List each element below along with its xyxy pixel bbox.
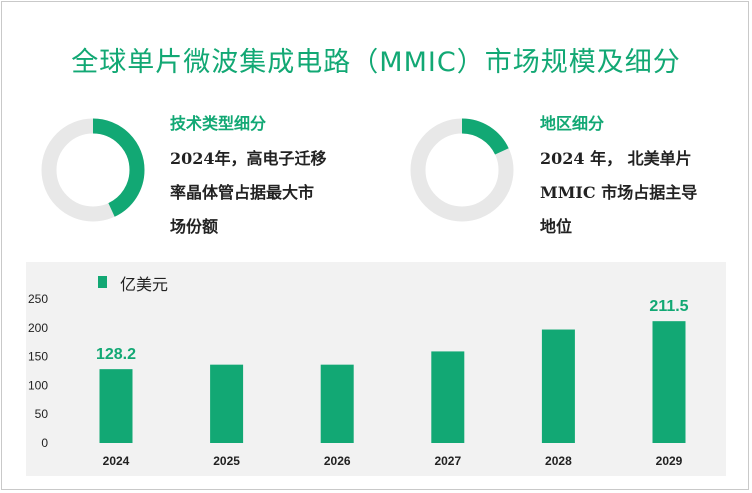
tech-type-text: 2024年，高电子迁移 率晶体管占据最大市 场份额 <box>170 142 327 244</box>
bar-2024 <box>99 369 133 443</box>
legend-label: 亿美元 <box>120 276 168 294</box>
tech-type-line-3: 场份额 <box>170 217 219 236</box>
page-title: 全球单片微波集成电路（MMIC）市场规模及细分 <box>71 47 681 78</box>
legend-swatch <box>98 276 107 288</box>
bar-2029 <box>652 321 686 443</box>
tech-type-heading: 技术类型细分 <box>170 114 267 133</box>
x-tick-label: 2027 <box>434 454 461 468</box>
region-line-2: MMIC 市场占据主导 <box>540 183 698 202</box>
bar-2028 <box>541 329 575 443</box>
y-tick-label: 150 <box>28 350 48 364</box>
tech-type-line-1: 2024年，高电子迁移 <box>170 149 327 168</box>
region-line-3: 地位 <box>540 217 573 236</box>
region-donut-arc <box>410 118 514 222</box>
y-tick-label: 100 <box>28 378 48 392</box>
x-tick-label: 2029 <box>656 454 683 468</box>
chart-panel <box>26 262 726 476</box>
data-label-2029: 211.5 <box>649 298 688 315</box>
tech-type-line-2: 率晶体管占据最大市 <box>170 183 315 202</box>
x-tick-label: 2026 <box>324 454 351 468</box>
region-heading: 地区细分 <box>540 114 605 133</box>
bars <box>99 321 686 443</box>
bar-2027 <box>431 351 465 443</box>
y-tick-label: 50 <box>35 407 49 421</box>
y-tick-label: 250 <box>28 292 48 306</box>
x-tick-label: 2028 <box>545 454 572 468</box>
x-tick-label: 2025 <box>213 454 240 468</box>
x-tick-label: 2024 <box>103 454 130 468</box>
y-tick-label: 0 <box>41 436 48 450</box>
data-label-2024: 128.2 <box>96 346 136 363</box>
region-text: 2024 年， 北美单片 MMIC 市场占据主导 地位 <box>540 142 697 244</box>
y-axis-ticks: 0 50 100 150 200 250 <box>28 292 48 450</box>
bar-2025 <box>210 364 244 443</box>
region-line-1: 2024 年， 北美单片 <box>540 149 692 168</box>
tech-type-donut <box>41 118 145 222</box>
x-axis-labels: 2024 2025 2026 2027 2028 2029 <box>103 454 683 468</box>
data-labels: 128.2 211.5 <box>96 298 689 363</box>
y-tick-label: 200 <box>28 321 48 335</box>
bar-2026 <box>320 364 354 443</box>
region-donut <box>410 118 514 222</box>
tech-type-donut-arc <box>41 118 145 222</box>
